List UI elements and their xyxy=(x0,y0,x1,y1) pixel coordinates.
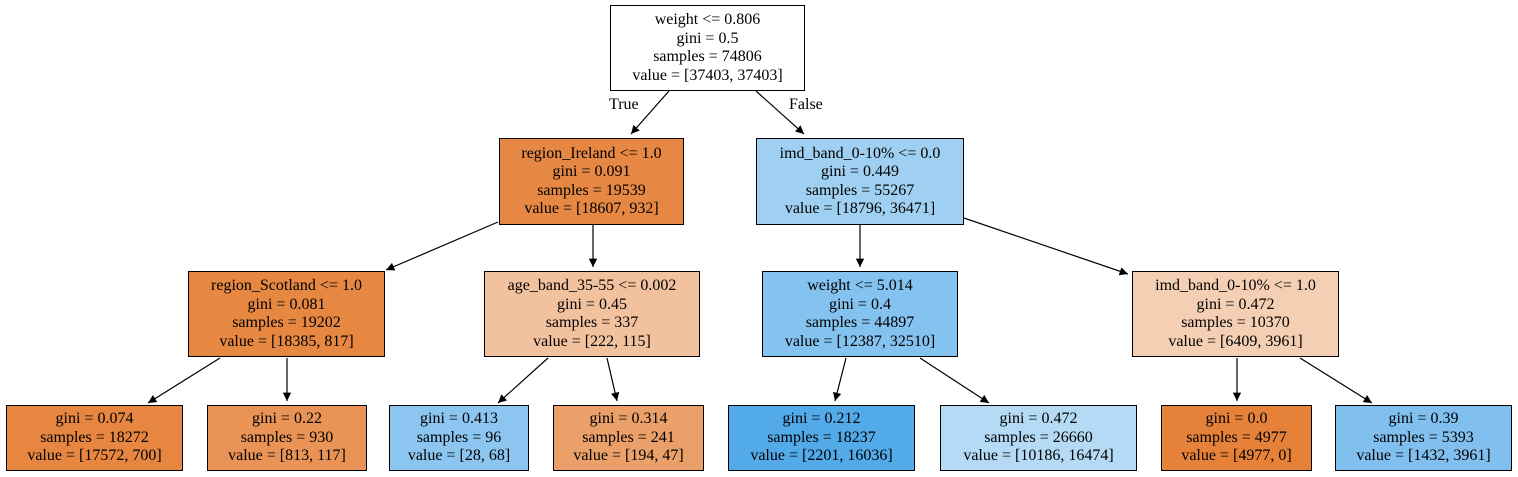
node-samples: samples = 55267 xyxy=(805,181,915,199)
node-samples: samples = 18237 xyxy=(767,428,876,446)
tree-node-root: weight <= 0.806 gini = 0.5 samples = 748… xyxy=(610,5,805,91)
node-gini: gini = 0.091 xyxy=(552,163,631,180)
node-value: value = [18385, 817] xyxy=(219,332,354,350)
node-value: value = [18796, 36471] xyxy=(784,200,936,217)
tree-leaf: gini = 0.212 samples = 18237 value = [22… xyxy=(728,405,915,471)
tree-node-region-scotland: region_Scotland <= 1.0 gini = 0.081 samp… xyxy=(188,271,385,357)
node-gini: gini = 0.413 xyxy=(420,410,498,428)
edge-n2-n6 xyxy=(963,217,1129,276)
node-samples: samples = 96 xyxy=(416,428,502,446)
node-gini: gini = 0.074 xyxy=(55,410,134,428)
node-gini: gini = 0.22 xyxy=(252,410,322,428)
node-value: value = [194, 47] xyxy=(573,447,684,465)
edge-n5-l6 xyxy=(919,357,990,404)
false-edge-label: False xyxy=(789,96,823,113)
node-samples: samples = 10370 xyxy=(1181,314,1290,331)
tree-leaf: gini = 0.472 samples = 26660 value = [10… xyxy=(940,405,1137,471)
node-gini: gini = 0.4 xyxy=(829,295,891,313)
node-condition: region_Ireland <= 1.0 xyxy=(521,144,662,162)
edge-n1-n3 xyxy=(385,221,499,271)
node-samples: samples = 44897 xyxy=(805,314,915,331)
node-value: value = [2201, 16036] xyxy=(750,447,893,465)
edge-n3-l1 xyxy=(147,357,221,404)
true-edge-label: True xyxy=(609,96,639,113)
node-samples: samples = 4977 xyxy=(1186,428,1287,446)
node-value: value = [4977, 0] xyxy=(1181,447,1292,465)
node-value: value = [37403, 37403] xyxy=(632,66,783,84)
tree-leaf: gini = 0.413 samples = 96 value = [28, 6… xyxy=(389,405,529,471)
node-gini: gini = 0.472 xyxy=(1196,295,1275,313)
node-condition: age_band_35-55 <= 0.002 xyxy=(507,277,677,294)
tree-leaf: gini = 0.314 samples = 241 value = [194,… xyxy=(553,405,704,471)
edge-n4-l4 xyxy=(606,357,620,402)
node-samples: samples = 5393 xyxy=(1373,428,1474,446)
node-samples: samples = 18272 xyxy=(40,428,149,446)
node-gini: gini = 0.472 xyxy=(999,410,1078,428)
node-gini: gini = 0.5 xyxy=(676,29,739,47)
node-samples: samples = 19202 xyxy=(232,314,341,331)
node-value: value = [222, 115] xyxy=(533,332,651,350)
node-value: value = [28, 68] xyxy=(407,447,511,465)
node-samples: samples = 26660 xyxy=(984,428,1093,446)
node-samples: samples = 74806 xyxy=(653,48,762,65)
node-gini: gini = 0.0 xyxy=(1205,410,1268,428)
tree-leaf: gini = 0.0 samples = 4977 value = [4977,… xyxy=(1161,405,1312,471)
edge-n5-l5 xyxy=(833,357,847,402)
node-samples: samples = 337 xyxy=(545,314,639,331)
tree-node-region-ireland: region_Ireland <= 1.0 gini = 0.091 sampl… xyxy=(499,138,684,225)
node-condition: region_Scotland <= 1.0 xyxy=(211,277,362,294)
node-condition: weight <= 5.014 xyxy=(807,277,913,294)
edge-root-n1 xyxy=(630,90,670,135)
tree-leaf: gini = 0.22 samples = 930 value = [813, … xyxy=(207,405,367,471)
node-gini: gini = 0.212 xyxy=(782,410,861,428)
node-value: value = [18607, 932] xyxy=(524,200,659,217)
tree-leaf: gini = 0.39 samples = 5393 value = [1432… xyxy=(1335,405,1512,471)
node-value: value = [6409, 3961] xyxy=(1168,332,1303,350)
node-samples: samples = 241 xyxy=(582,428,675,446)
tree-node-imd-band-0: imd_band_0-10% <= 0.0 gini = 0.449 sampl… xyxy=(756,138,964,225)
node-samples: samples = 930 xyxy=(240,428,334,446)
tree-node-age-band: age_band_35-55 <= 0.002 gini = 0.45 samp… xyxy=(484,271,700,357)
tree-node-imd-band-1: imd_band_0-10% <= 1.0 gini = 0.472 sampl… xyxy=(1132,271,1339,357)
node-value: value = [1432, 3961] xyxy=(1356,447,1491,465)
node-gini: gini = 0.449 xyxy=(821,163,899,180)
edge-n4-l3 xyxy=(497,357,549,404)
node-condition: imd_band_0-10% <= 0.0 xyxy=(779,144,941,162)
node-gini: gini = 0.314 xyxy=(589,410,668,428)
node-value: value = [17572, 700] xyxy=(27,447,162,465)
tree-node-weight-5: weight <= 5.014 gini = 0.4 samples = 448… xyxy=(762,271,958,357)
edge-root-n2 xyxy=(755,90,805,135)
node-value: value = [10186, 16474] xyxy=(963,447,1114,465)
node-value: value = [813, 117] xyxy=(228,447,346,465)
node-condition: imd_band_0-10% <= 1.0 xyxy=(1155,277,1316,294)
node-condition: weight <= 0.806 xyxy=(654,11,761,28)
edge-n6-l8 xyxy=(1299,357,1373,404)
node-value: value = [12387, 32510] xyxy=(784,332,936,350)
node-samples: samples = 19539 xyxy=(537,181,646,199)
node-gini: gini = 0.45 xyxy=(557,295,627,313)
tree-leaf: gini = 0.074 samples = 18272 value = [17… xyxy=(6,405,183,471)
node-gini: gini = 0.081 xyxy=(247,295,326,313)
node-gini: gini = 0.39 xyxy=(1388,410,1459,428)
